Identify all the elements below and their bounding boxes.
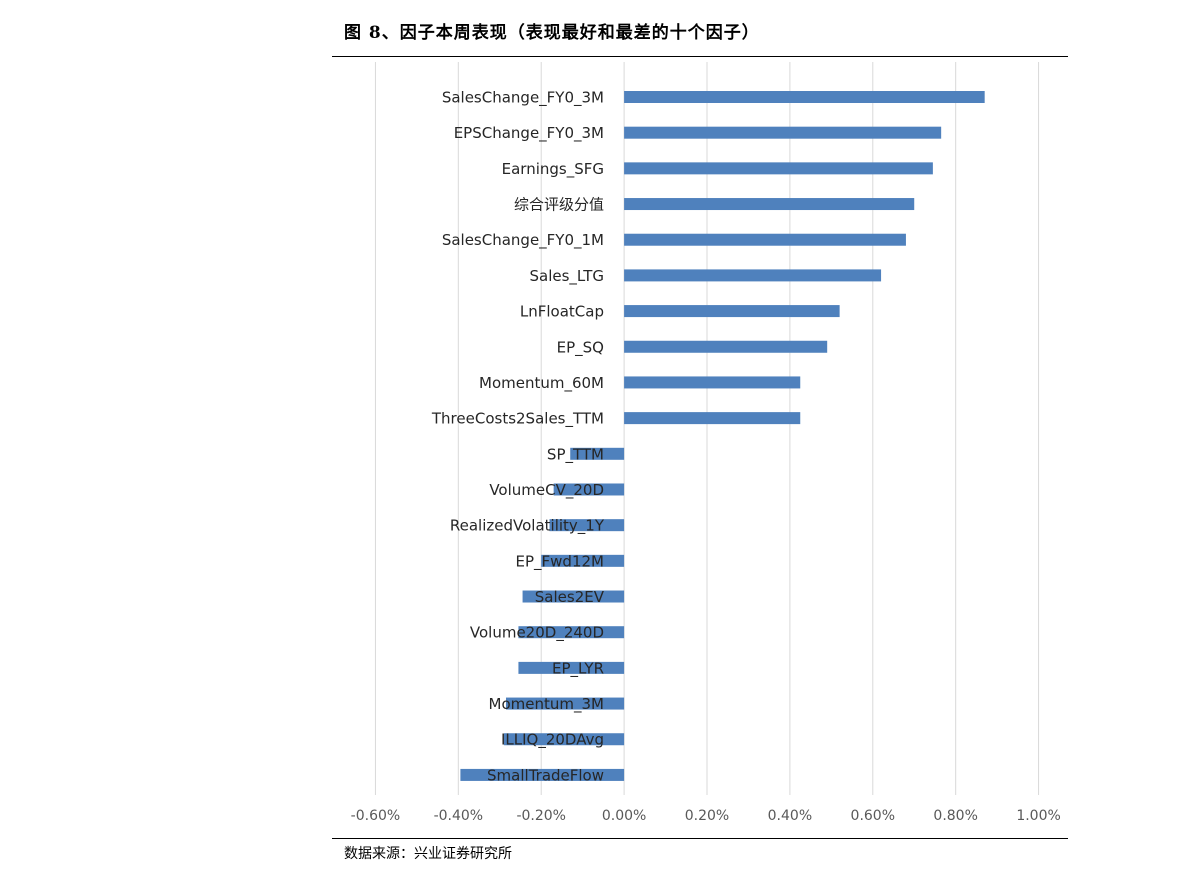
- x-tick-label: -0.60%: [351, 808, 401, 824]
- x-axis-tick-labels: -0.60% -0.40% -0.20% 0.00% 0.20% 0.40% 0.60% 0.…: [351, 808, 1061, 824]
- category-label: VolumeCV_20D: [489, 481, 604, 500]
- x-tick-label: -0.20%: [516, 808, 566, 824]
- source-note: 数据来源：兴业证券研究所: [344, 846, 512, 862]
- category-label: SalesChange_FY0_1M: [442, 231, 604, 250]
- category-label: Earnings_SFG: [502, 160, 604, 179]
- bar: [624, 269, 882, 282]
- bar: [460, 768, 625, 781]
- category-label: Sales2EV: [535, 588, 605, 606]
- x-tick-label: 0.00%: [602, 808, 646, 824]
- category-label: LnFloatCap: [520, 303, 604, 321]
- x-tick-label: 0.20%: [685, 808, 729, 824]
- bar: [624, 126, 942, 139]
- bar: [549, 519, 625, 532]
- bar: [624, 198, 915, 211]
- x-tick-label: 1.00%: [1016, 808, 1060, 824]
- category-labels: SalesChange_FY0_3M EPSChange_FY0_3M Earnin…: [431, 89, 605, 785]
- bar: [505, 697, 625, 710]
- x-tick-label: -0.40%: [434, 808, 484, 824]
- bar: [518, 626, 625, 639]
- category-label: RealizedVolatility_1Y: [450, 517, 605, 536]
- bar: [503, 733, 625, 746]
- top-rule: [332, 56, 1068, 57]
- bar: [624, 376, 801, 389]
- bar: [624, 340, 828, 353]
- bar: [624, 91, 985, 103]
- bottom-rule: [332, 838, 1068, 839]
- bars: [460, 91, 985, 781]
- bar: [570, 447, 625, 460]
- category-label: Volume20D_240D: [470, 624, 604, 643]
- category-label: SmallTradeFlow: [487, 766, 604, 784]
- category-label: Momentum_3M: [489, 695, 604, 714]
- bar: [553, 483, 625, 496]
- category-label: 综合评级分值: [514, 196, 604, 214]
- bar: [624, 162, 933, 175]
- category-label: ThreeCosts2Sales_TTM: [431, 410, 604, 429]
- x-tick-label: 0.60%: [851, 808, 895, 824]
- category-label: SP_TTM: [547, 445, 604, 464]
- category-label: Momentum_60M: [479, 374, 604, 393]
- x-tick-label: 0.80%: [933, 808, 977, 824]
- bar: [522, 590, 625, 603]
- gridlines: [374, 62, 1040, 795]
- bar: [624, 412, 801, 425]
- bar: [518, 661, 625, 674]
- category-label: EPSChange_FY0_3M: [454, 124, 604, 143]
- bar: [624, 233, 906, 246]
- category-label: EP_LYR: [552, 659, 604, 678]
- category-label: Sales_LTG: [529, 267, 604, 286]
- category-label: EP_SQ: [557, 338, 604, 357]
- category-label: ILLIQ_20DAvg: [501, 731, 604, 750]
- bar: [541, 554, 625, 567]
- x-tick-label: 0.40%: [768, 808, 812, 824]
- figure-title: 图 8、因子本周表现（表现最好和最差的十个因子）: [344, 23, 760, 43]
- bar: [624, 305, 840, 318]
- category-label: SalesChange_FY0_3M: [442, 89, 604, 108]
- category-label: EP_Fwd12M: [516, 552, 604, 571]
